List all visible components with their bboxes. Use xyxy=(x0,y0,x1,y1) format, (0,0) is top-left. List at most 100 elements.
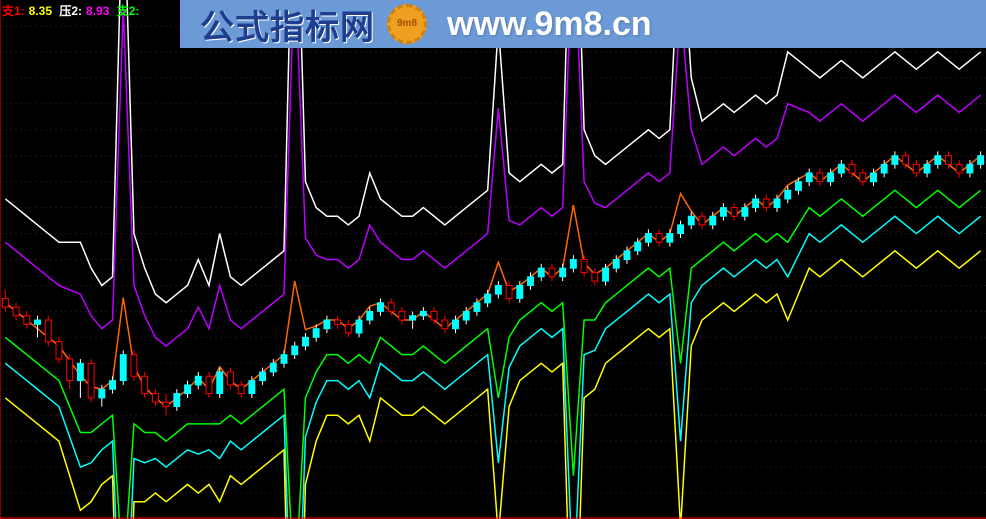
candle xyxy=(613,260,619,269)
candle xyxy=(335,320,341,324)
candle xyxy=(185,385,191,394)
candle xyxy=(849,164,855,173)
candle xyxy=(913,164,919,173)
candle xyxy=(688,216,694,225)
banner-url: www.9m8.cn xyxy=(447,5,652,44)
candle xyxy=(828,173,834,182)
candle xyxy=(946,156,952,165)
candle xyxy=(378,303,384,312)
candle xyxy=(838,164,844,173)
stock-chart-svg xyxy=(0,0,986,519)
candle xyxy=(420,311,426,315)
candle xyxy=(292,346,298,355)
candle xyxy=(538,268,544,277)
candle xyxy=(731,208,737,217)
candle xyxy=(549,268,555,277)
candle xyxy=(710,216,716,225)
legend-item-3-label: 支2: xyxy=(117,4,140,18)
candle xyxy=(774,199,780,208)
candle xyxy=(817,173,823,182)
candle xyxy=(560,268,566,277)
candle xyxy=(88,363,94,398)
watermark-banner: 公式指标网 9m8 www.9m8.cn xyxy=(180,0,986,48)
chart-container: 支1:8.35 压2:8.93 支2: 公式指标网 9m8 www.9m8.cn xyxy=(0,0,986,519)
candle xyxy=(667,234,673,243)
banner-title: 公式指标网 xyxy=(200,0,375,49)
candle xyxy=(753,199,759,208)
candle xyxy=(206,376,212,393)
candle xyxy=(603,268,609,281)
candle xyxy=(131,355,137,377)
candle xyxy=(517,285,523,298)
candle xyxy=(313,329,319,338)
candle xyxy=(881,164,887,173)
candle xyxy=(195,376,201,385)
legend-item-1-label: 支1: xyxy=(2,4,25,18)
candle xyxy=(795,182,801,191)
candle xyxy=(581,260,587,273)
candle xyxy=(2,298,8,307)
candle xyxy=(903,156,909,165)
candle xyxy=(249,381,255,394)
candle xyxy=(120,355,126,381)
candle xyxy=(892,156,898,165)
candle xyxy=(45,320,51,342)
candle xyxy=(399,311,405,320)
candle xyxy=(302,337,308,346)
candle xyxy=(967,164,973,173)
candle xyxy=(720,208,726,217)
candle xyxy=(410,316,416,320)
candle xyxy=(956,164,962,173)
legend-item-2-label: 压2: xyxy=(59,4,82,18)
candle xyxy=(152,394,158,403)
candle xyxy=(260,372,266,381)
candle xyxy=(495,285,501,294)
candle xyxy=(570,260,576,269)
candle xyxy=(142,376,148,393)
candle xyxy=(431,311,437,320)
candle xyxy=(35,320,41,324)
candle xyxy=(77,363,83,380)
candle xyxy=(356,320,362,333)
candle xyxy=(324,320,330,329)
candle xyxy=(678,225,684,234)
candle xyxy=(227,372,233,385)
candle xyxy=(99,389,105,398)
candle xyxy=(656,234,662,243)
candle xyxy=(699,216,705,225)
candle xyxy=(860,173,866,182)
candle xyxy=(935,156,941,165)
candle xyxy=(924,164,930,173)
candle xyxy=(110,381,116,390)
candle xyxy=(453,320,459,329)
candle xyxy=(506,285,512,298)
candle xyxy=(174,394,180,407)
candle xyxy=(56,342,62,359)
banner-logo-icon: 9m8 xyxy=(387,4,427,44)
candle xyxy=(474,303,480,312)
candle xyxy=(528,277,534,286)
candle xyxy=(763,199,769,208)
candle xyxy=(24,316,30,325)
candle xyxy=(388,303,394,312)
legend-item-2-value: 8.93 xyxy=(86,4,109,18)
candle xyxy=(806,173,812,182)
candle xyxy=(635,242,641,251)
candle xyxy=(624,251,630,260)
candle xyxy=(67,359,73,381)
band-mid xyxy=(5,156,980,407)
candle xyxy=(645,234,651,243)
candle xyxy=(463,311,469,320)
candle xyxy=(785,190,791,199)
candle xyxy=(13,307,19,316)
candle xyxy=(163,402,169,406)
candle xyxy=(217,372,223,394)
candle xyxy=(592,272,598,281)
candle xyxy=(367,311,373,320)
chart-legend: 支1:8.35 压2:8.93 支2: xyxy=(2,2,143,19)
band-lower xyxy=(5,251,980,519)
candle xyxy=(442,320,448,329)
candle xyxy=(485,294,491,303)
candle xyxy=(270,363,276,372)
candle xyxy=(978,156,984,165)
